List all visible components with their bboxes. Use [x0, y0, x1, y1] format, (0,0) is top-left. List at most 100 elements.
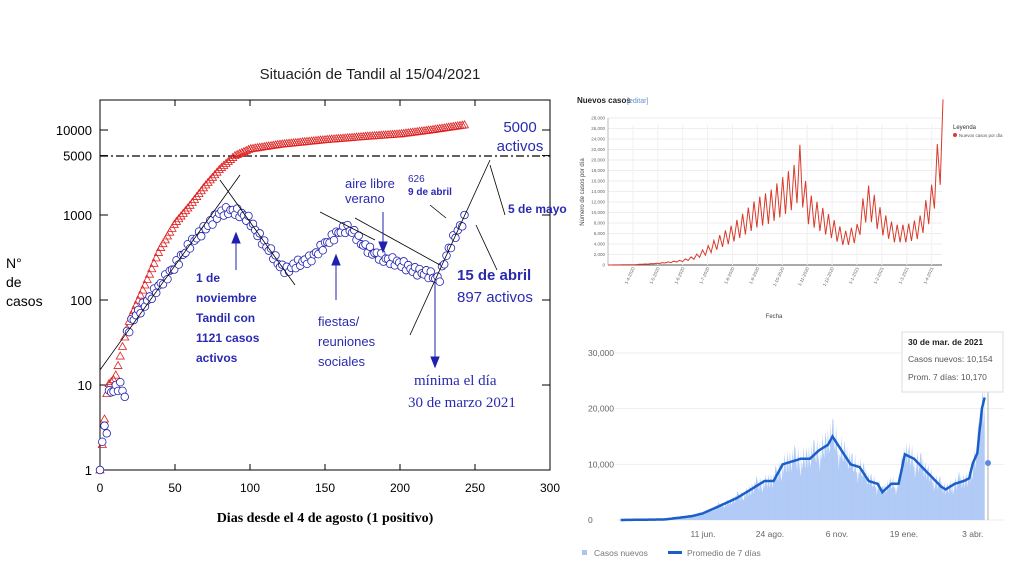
data-point-acumulados	[111, 370, 121, 379]
hover-point	[985, 460, 991, 466]
annotation-5000: 5000	[503, 119, 536, 136]
x-tick-label: 250	[465, 481, 485, 495]
tooltip-date: 30 de mar. de 2021	[908, 337, 983, 347]
data-point-acumulados	[113, 360, 123, 369]
y-label-3: casos	[6, 293, 43, 309]
nuevos-casos-chart: Nuevos casos [editar] 0 2,000 4,000 6,000 8,…	[577, 96, 1003, 320]
data-point-acumulados	[140, 280, 150, 289]
y-tick-label: 20,000	[588, 404, 614, 414]
chart-title: Nuevos casos	[577, 96, 631, 105]
data-point-acumulados	[153, 247, 164, 256]
x-axis-label: Dias desde el 4 de agosto (1 positivo)	[217, 511, 434, 526]
x-tick-label: 3 abr.	[962, 529, 983, 539]
data-point-activos	[266, 244, 276, 253]
tooltip: 30 de mar. de 2021 Casos nuevos: 10,154 …	[901, 331, 1004, 393]
data-point-acumulados	[142, 274, 152, 284]
data-point-acumulados	[234, 148, 245, 157]
data-point-activos	[102, 429, 111, 438]
data-point-acumulados	[239, 146, 249, 155]
annotation-minima: mínima el día	[414, 373, 497, 389]
data-point-acumulados	[216, 162, 227, 171]
data-point-activos	[120, 392, 129, 402]
legend-casos-nuevos: Casos nuevos	[594, 548, 648, 558]
data-point-activos	[318, 246, 327, 255]
data-point-activos	[208, 220, 217, 229]
y-axis-label: Número de casos por día	[580, 158, 586, 226]
x-tick-label: 50	[168, 481, 182, 495]
annotation-sociales: sociales	[318, 354, 365, 369]
data-point-acumulados	[225, 154, 236, 163]
data-point-acumulados	[106, 376, 116, 386]
edit-link[interactable]: [editar]	[627, 98, 648, 105]
annotation-30-marzo: 30 de marzo 2021	[408, 395, 516, 411]
data-point-activos	[435, 277, 444, 286]
annotation-aire-libre: aire libre	[345, 176, 395, 191]
data-point-acumulados	[176, 211, 186, 220]
x-tick-label: 1-4-2020	[624, 266, 636, 285]
x-tick-label: 6 nov.	[826, 529, 849, 539]
data-point-activos	[100, 421, 109, 430]
annotation-reuniones: reuniones	[318, 334, 376, 349]
data-point-activos	[329, 235, 339, 245]
x-tick-label: 1-6-2020	[673, 266, 685, 285]
annotations: 5000 activos 5 de mayo 626 9 de abril 15…	[196, 119, 567, 411]
data-point-acumulados	[241, 145, 251, 154]
data-point-acumulados	[115, 351, 125, 360]
x-tick-label: 1-10-2020	[772, 266, 785, 287]
casos-nuevos-promedio-chart: 0 10,000 20,000 30,000 11 jun. 24 ago. 6 nov. 1…	[582, 331, 1004, 558]
x-tick-label: 1-8-2020	[723, 266, 735, 285]
data-point-activos	[365, 242, 375, 252]
y-tick-label: 0	[588, 515, 593, 525]
y-tick-label: 10	[78, 378, 92, 393]
data-point-acumulados	[171, 216, 182, 225]
annotation-626: 626	[408, 174, 425, 185]
y-tick-label: 14,000	[591, 189, 605, 194]
data-point-acumulados	[459, 120, 470, 129]
y-tick-label: 5000	[63, 149, 92, 164]
annotation-fiestas: fiestas/	[318, 314, 360, 329]
y-tick-label: 16,000	[591, 179, 605, 184]
x-tick-label: 1-5-2020	[649, 266, 661, 285]
annotation-897: 897 activos	[457, 289, 533, 306]
y-tick-label: 10,000	[591, 210, 605, 215]
legend-label: Nuevos casos por día	[959, 133, 1003, 138]
y-tick-label: 20,000	[591, 158, 605, 163]
annotation-nov-5: activos	[196, 351, 238, 365]
data-point-activos	[255, 229, 264, 238]
y-tick-label: 24,000	[591, 137, 605, 142]
y-tick-label: 12,000	[591, 200, 605, 205]
annotation-15-abril: 15 de abril	[457, 267, 531, 284]
y-tick-label: 2,000	[594, 252, 606, 257]
data-point-acumulados	[135, 290, 146, 299]
legend-title: Leyenda	[953, 125, 977, 131]
data-point-acumulados	[228, 152, 238, 161]
data-point-acumulados	[210, 169, 220, 179]
data-point-acumulados	[178, 208, 188, 217]
x-tick-label: 100	[240, 481, 260, 495]
data-point-acumulados	[203, 177, 213, 186]
data-point-acumulados	[151, 253, 161, 262]
data-point-activos	[197, 232, 206, 241]
data-point-acumulados	[232, 149, 242, 158]
data-point-acumulados	[183, 203, 193, 212]
y-tick-label: 18,000	[591, 168, 605, 173]
y-tick-label: 6,000	[594, 231, 606, 236]
data-point-acumulados	[237, 147, 247, 156]
tandil-chart: Situación de Tandil al 15/04/2021 0 50 100…	[6, 66, 567, 526]
data-point-acumulados	[120, 332, 130, 341]
y-tick-label: 4,000	[594, 242, 606, 247]
y-tick-label: 28,000	[591, 116, 605, 121]
data-point-acumulados	[221, 158, 231, 167]
data-point-acumulados	[174, 213, 184, 223]
data-point-acumulados	[169, 219, 179, 228]
x-tick-label: 19 ene.	[890, 529, 918, 539]
y-tick-label: 30,000	[588, 348, 614, 358]
y-tick-label: 26,000	[591, 126, 605, 131]
annotation-activos: activos	[497, 138, 544, 155]
chart-title: Situación de Tandil al 15/04/2021	[260, 66, 481, 83]
x-tick-label: 1-3-2021	[898, 266, 910, 285]
y-tick-label: 1000	[63, 208, 92, 223]
x-tick-label: 24 ago.	[756, 529, 784, 539]
annotation-lines	[99, 159, 506, 371]
